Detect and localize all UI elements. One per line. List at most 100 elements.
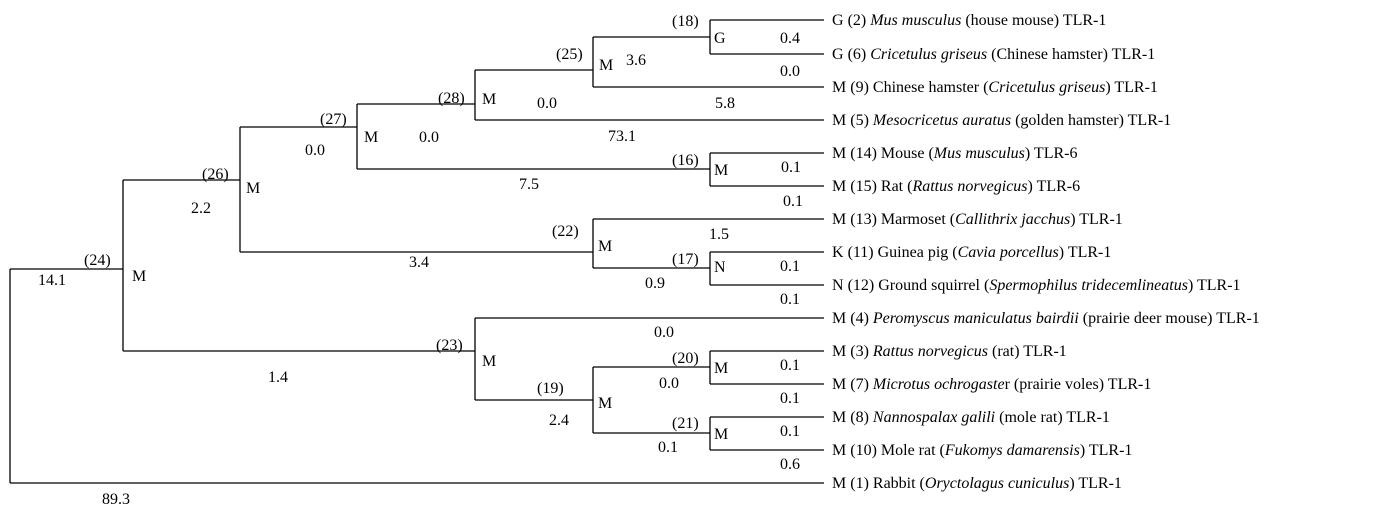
- leaf-label: M (10) Mole rat (Fukomys damarensis) TLR…: [832, 442, 1132, 459]
- leaf-label: G (2) Mus musculus (house mouse) TLR-1: [832, 12, 1106, 29]
- node-id-label-18: (18): [672, 13, 699, 30]
- leaf-label: M (14) Mouse (Mus musculus) TLR-6: [832, 145, 1077, 162]
- internal-node-labels: (24) M (26) M (27) M (28) M (25) M (18) G (16) M (22) M…: [84, 13, 728, 443]
- branch-length-label: 0.0: [659, 375, 679, 392]
- node-id-label-23: (23): [436, 337, 463, 354]
- leaf-species-name: Mus musculus: [869, 12, 961, 29]
- leaf-state: M: [832, 442, 850, 459]
- node-id-label-26: (26): [202, 166, 229, 183]
- leaf-text: (golden hamster) TLR-1: [1011, 112, 1171, 129]
- branch-length-label: 0.9: [645, 275, 665, 292]
- leaf-label: M (5) Mesocricetus auratus (golden hamst…: [832, 112, 1171, 129]
- leaf-number: (14): [850, 145, 877, 162]
- node-id-label-19: (19): [537, 380, 564, 397]
- branch-length-label: 0.0: [419, 129, 439, 146]
- leaf-state: K: [832, 244, 848, 261]
- leaf-species-name: Cricetulus griseus: [988, 79, 1105, 96]
- node-state-label-19: M: [598, 395, 612, 412]
- node-id-label-28: (28): [438, 90, 465, 107]
- leaf-labels: G (2) Mus musculus (house mouse) TLR-1 G …: [832, 12, 1260, 492]
- leaf-label: G (6) Cricetulus griseus (Chinese hamste…: [832, 46, 1155, 63]
- leaf-text: Ground squirrel (: [874, 277, 989, 294]
- node-state-label-17: N: [714, 259, 726, 276]
- node-id-label-22: (22): [552, 223, 579, 240]
- leaf-label: M (8) Nannospalax galili (mole rat) TLR-…: [832, 409, 1110, 426]
- branch-length-label: 0.0: [780, 63, 800, 80]
- leaf-number: (7): [850, 376, 869, 393]
- branch-length-label: 0.1: [783, 193, 803, 210]
- leaf-species-name: Rattus norvegicus: [911, 178, 1027, 195]
- leaf-species-name: Oryctolagus cuniculus: [925, 475, 1069, 492]
- leaf-text: ) TLR-1: [1080, 442, 1133, 459]
- branch-length-label: 0.1: [658, 439, 678, 456]
- leaf-number: (8): [850, 409, 869, 426]
- leaf-text: ) TLR-1: [1105, 79, 1158, 96]
- leaf-label: M (13) Marmoset (Callithrix jacchus) TLR…: [832, 211, 1123, 228]
- leaf-state: M: [832, 310, 850, 327]
- branch-length-label: 7.5: [519, 176, 539, 193]
- leaf-text: Rabbit (: [869, 475, 925, 492]
- leaf-species-name: Rattus norvegicus: [872, 343, 988, 360]
- leaf-text: ) TLR-6: [1028, 178, 1081, 195]
- leaf-state: M: [832, 112, 850, 129]
- leaf-text: ) TLR-6: [1025, 145, 1078, 162]
- leaf-text: Mouse (: [877, 145, 934, 162]
- branch-length-label: 2.2: [191, 200, 211, 217]
- branch-length-label: 3.6: [626, 52, 646, 69]
- leaf-state: M: [832, 211, 850, 228]
- node-state-label-18: G: [714, 30, 726, 47]
- branch-length-label: 0.0: [537, 95, 557, 112]
- leaf-number: (3): [850, 343, 869, 360]
- leaf-text: Guinea pig (: [874, 244, 958, 261]
- node-state-label-25: M: [599, 57, 613, 74]
- leaf-text: ) TLR-1: [1059, 244, 1112, 261]
- leaf-species-name: Peromyscus maniculatus bairdii: [872, 310, 1079, 327]
- leaf-number: (9): [850, 79, 869, 96]
- node-id-label-27: (27): [320, 111, 347, 128]
- leaf-text: ) TLR-1: [1070, 211, 1123, 228]
- leaf-number: (13): [850, 211, 877, 228]
- leaf-number: (10): [850, 442, 877, 459]
- leaf-label: M (9) Chinese hamster (Cricetulus griseu…: [832, 79, 1158, 96]
- branch-length-label: 0.4: [780, 30, 800, 47]
- leaf-text: Chinese hamster (: [869, 79, 989, 96]
- branch-length-labels: 14.1 89.3 2.2 1.4 0.0 3.4 0.0 7.5 0.0 73.1 3.6 5.8 0…: [38, 30, 803, 507]
- node-state-label-26: M: [246, 180, 260, 197]
- leaf-species-name: Cricetulus griseus: [870, 46, 987, 63]
- leaf-number: (6): [848, 46, 867, 63]
- branch-length-label: 5.8: [715, 95, 735, 112]
- branch-length-label: 0.1: [781, 159, 801, 176]
- leaf-state: M: [832, 475, 850, 492]
- leaf-species-name: Mus musculus: [933, 145, 1025, 162]
- leaf-number: (11): [848, 244, 874, 261]
- branch-length-label: 0.1: [780, 423, 800, 440]
- branch-length-label: 1.4: [268, 369, 288, 386]
- leaf-state: M: [832, 79, 850, 96]
- node-state-label-22: M: [598, 238, 612, 255]
- leaf-text: (rat) TLR-1: [988, 343, 1067, 360]
- branch-length-label: 0.0: [654, 324, 674, 341]
- node-state-label-20: M: [714, 360, 728, 377]
- leaf-label: M (1) Rabbit (Oryctolagus cuniculus) TLR…: [832, 475, 1122, 492]
- leaf-number: (1): [850, 475, 869, 492]
- leaf-species-name: Microtus ochrogaste: [872, 376, 1005, 393]
- leaf-number: (15): [850, 178, 877, 195]
- leaf-state: G: [832, 46, 848, 63]
- branch-length-label: 0.0: [305, 142, 325, 159]
- branch-length-label: 14.1: [38, 272, 66, 289]
- leaf-label: M (3) Rattus norvegicus (rat) TLR-1: [832, 343, 1067, 360]
- leaf-species-name: Nannospalax galili: [872, 409, 995, 426]
- branch-length-label: 2.4: [549, 412, 569, 429]
- node-state-label-28: M: [482, 91, 496, 108]
- node-id-label-16: (16): [672, 152, 699, 169]
- branch-length-label: 1.5: [709, 226, 729, 243]
- node-state-label-23: M: [482, 353, 496, 370]
- leaf-text: Marmoset (: [877, 211, 955, 228]
- leaf-state: M: [832, 376, 850, 393]
- leaf-number: (4): [850, 310, 869, 327]
- node-id-label-17: (17): [672, 251, 699, 268]
- node-state-label-24: M: [132, 268, 146, 285]
- branch-length-label: 0.1: [780, 291, 800, 308]
- leaf-label: M (15) Rat (Rattus norvegicus) TLR-6: [832, 178, 1080, 195]
